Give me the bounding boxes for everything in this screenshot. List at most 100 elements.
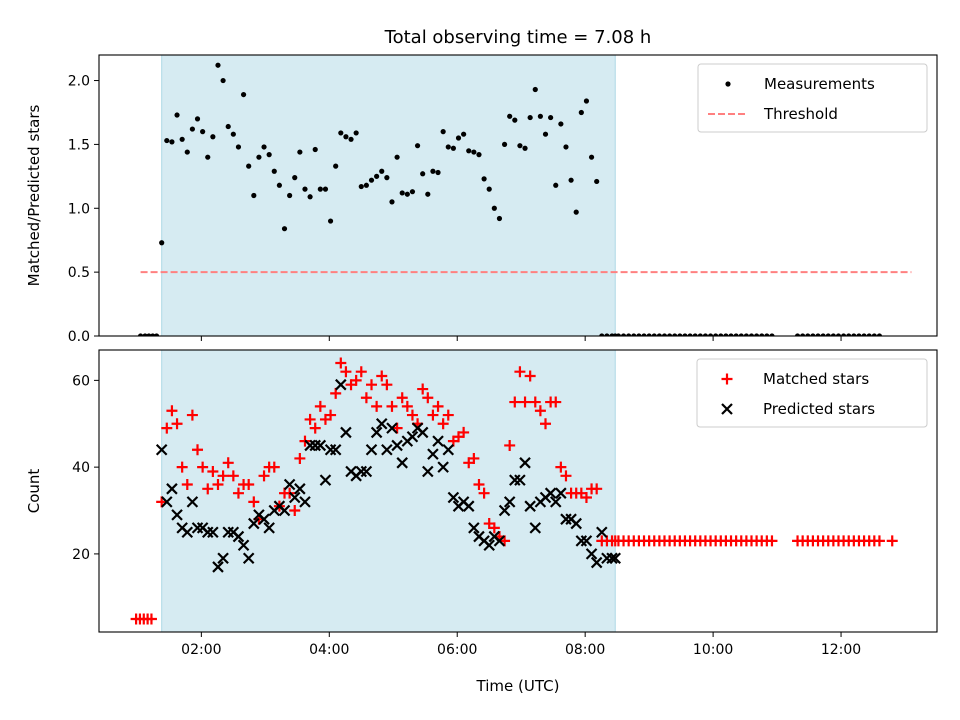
data-point xyxy=(856,333,862,336)
data-point xyxy=(258,470,270,482)
data-point xyxy=(514,366,526,378)
data-point xyxy=(527,114,533,121)
data-point xyxy=(358,183,364,190)
data-point xyxy=(873,535,885,547)
x-tick-label: 04:00 xyxy=(309,642,349,658)
observing-window-band xyxy=(161,54,616,337)
data-point xyxy=(166,483,178,495)
legend: Measurements Threshold xyxy=(697,63,928,133)
data-point xyxy=(159,240,165,246)
data-point xyxy=(176,461,188,473)
data-point xyxy=(399,190,405,196)
data-point xyxy=(230,131,236,137)
data-point xyxy=(769,333,775,336)
data-point xyxy=(422,465,434,478)
data-point xyxy=(544,487,557,499)
data-point xyxy=(455,135,462,141)
data-point xyxy=(590,556,603,569)
data-point xyxy=(299,496,311,508)
data-point xyxy=(871,333,877,336)
data-point xyxy=(445,144,451,150)
y-axis-title: Count xyxy=(25,469,43,514)
data-point xyxy=(553,182,559,188)
x-tick-label: 12:00 xyxy=(821,642,861,658)
data-point xyxy=(384,175,390,181)
y-tick-label: 20 xyxy=(72,547,90,563)
data-point xyxy=(304,413,316,425)
data-point xyxy=(353,130,359,136)
data-point xyxy=(251,192,257,199)
y-axis-title: Matched/Predicted stars xyxy=(25,105,43,287)
data-point xyxy=(461,131,467,137)
legend-box xyxy=(696,358,928,428)
data-point xyxy=(481,176,487,182)
data-point xyxy=(248,517,260,530)
data-point xyxy=(509,396,521,408)
data-point xyxy=(330,387,342,399)
data-point xyxy=(212,561,224,573)
data-point xyxy=(137,333,144,336)
data-point xyxy=(507,113,513,119)
data-point xyxy=(661,333,668,336)
data-point xyxy=(866,333,872,336)
data-point xyxy=(578,109,584,116)
data-point xyxy=(379,168,385,174)
data-point xyxy=(207,526,219,538)
data-point xyxy=(394,154,400,160)
data-point xyxy=(442,444,455,456)
data-point xyxy=(514,474,526,486)
data-point xyxy=(672,333,678,336)
data-point xyxy=(810,333,816,336)
data-point xyxy=(656,333,662,336)
axes-frame xyxy=(98,54,938,337)
data-point xyxy=(360,465,373,478)
data-point xyxy=(283,478,296,491)
data-point xyxy=(604,333,610,336)
data-point xyxy=(161,496,173,508)
data-point xyxy=(435,169,441,176)
data-point xyxy=(504,439,516,451)
data-point xyxy=(202,483,214,495)
data-point xyxy=(368,177,375,183)
data-point xyxy=(161,422,173,434)
data-point xyxy=(599,333,605,336)
data-point xyxy=(815,333,821,336)
data-point xyxy=(473,478,485,490)
data-point xyxy=(580,492,592,504)
legend-box xyxy=(697,63,928,133)
data-point xyxy=(692,333,698,336)
data-point xyxy=(375,417,388,430)
data-point xyxy=(570,517,582,530)
legend-marker xyxy=(725,81,731,87)
data-point xyxy=(636,333,642,336)
data-point xyxy=(738,333,744,336)
data-point xyxy=(478,487,490,499)
series-predicted-stars xyxy=(155,378,622,573)
data-point xyxy=(268,461,280,473)
data-point xyxy=(585,548,598,560)
data-point xyxy=(248,496,260,508)
data-point xyxy=(820,333,826,336)
panel-count: 20 40 60 02:00 04:00 06:00 08:00 10:00 12:00 Coun… xyxy=(25,349,938,658)
data-point xyxy=(437,418,449,430)
data-point xyxy=(733,333,739,336)
data-point xyxy=(606,552,618,565)
data-point xyxy=(830,333,836,336)
data-point xyxy=(371,400,383,412)
series-measurements xyxy=(137,0,901,336)
data-point xyxy=(759,333,765,336)
data-point xyxy=(615,333,622,336)
data-point xyxy=(150,333,156,336)
data-point xyxy=(386,400,398,412)
data-point xyxy=(825,333,831,336)
data-point xyxy=(427,409,439,421)
data-point xyxy=(876,333,883,336)
data-point xyxy=(641,333,647,336)
data-point xyxy=(805,333,811,336)
data-point xyxy=(896,0,901,3)
y-tick-label: 2.0 xyxy=(68,74,90,90)
data-point xyxy=(631,333,637,336)
data-point xyxy=(491,205,497,211)
data-point xyxy=(292,175,298,181)
data-point xyxy=(197,461,209,473)
